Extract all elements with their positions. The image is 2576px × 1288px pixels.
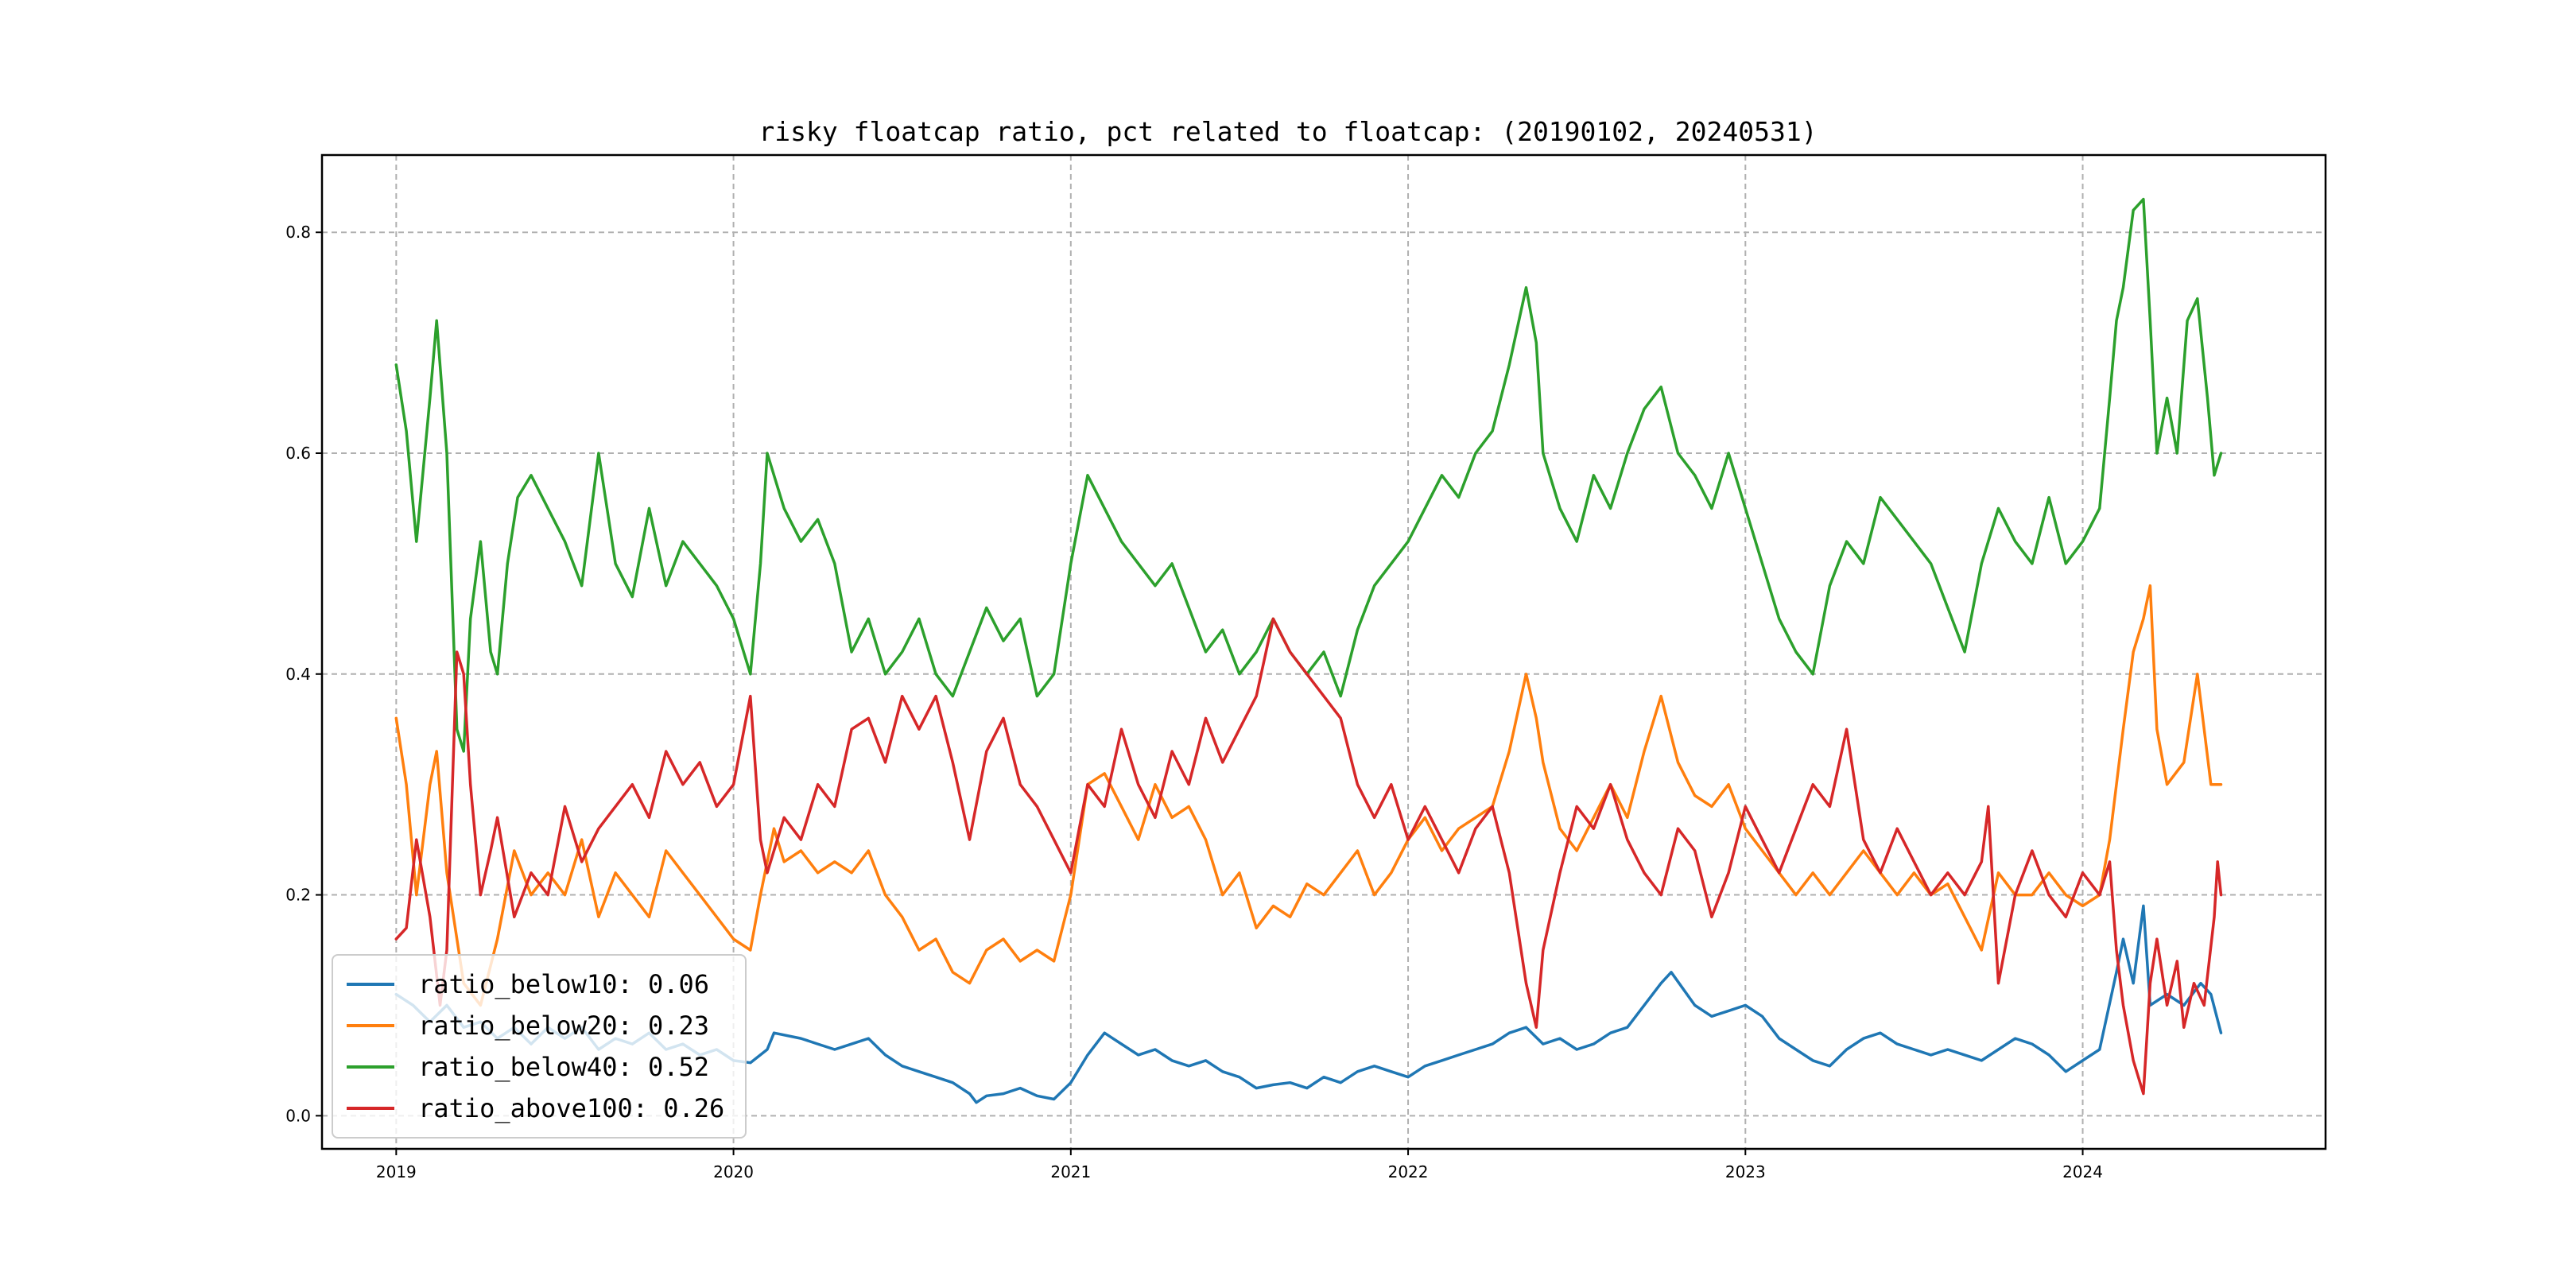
- series-line-ratio_below20: [394, 584, 2223, 1007]
- series-line-ratio_below40: [394, 197, 2223, 753]
- y-tick-label: 0.2: [285, 886, 311, 905]
- legend-label-ratio_below20: ratio_below20: 0.23: [418, 1011, 709, 1041]
- x-tick-label: 2021: [1050, 1162, 1091, 1181]
- y-tick-label: 0.0: [285, 1106, 311, 1125]
- series-line-ratio_above100: [394, 617, 2223, 1096]
- y-tick-label: 0.8: [285, 223, 311, 242]
- legend-box: [332, 954, 747, 1139]
- x-tick-label: 2019: [376, 1162, 417, 1181]
- y-tick-label: 0.6: [285, 444, 311, 463]
- x-tick-label: 2024: [2062, 1162, 2103, 1181]
- chart-title: risky floatcap ratio, pct related to flo…: [758, 116, 1817, 147]
- x-tick-label: 2022: [1388, 1162, 1429, 1181]
- x-tick-label: 2020: [713, 1162, 754, 1181]
- x-tick-label: 2023: [1725, 1162, 1766, 1181]
- legend-label-ratio_below10: ratio_below10: 0.06: [418, 969, 709, 999]
- legend-label-ratio_above100: ratio_above100: 0.26: [418, 1093, 724, 1123]
- legend: ratio_below10: 0.06 ratio_below20: 0.23 ra…: [332, 954, 747, 1139]
- y-tick-label: 0.4: [285, 665, 311, 684]
- x-axis: 2019 2020 2021 2022 2023 2024: [376, 1149, 2103, 1181]
- y-axis: 0.0 0.2 0.4 0.6 0.8: [285, 223, 322, 1125]
- legend-label-ratio_below40: ratio_below40: 0.52: [418, 1052, 709, 1082]
- plot-frame: [320, 153, 2327, 1150]
